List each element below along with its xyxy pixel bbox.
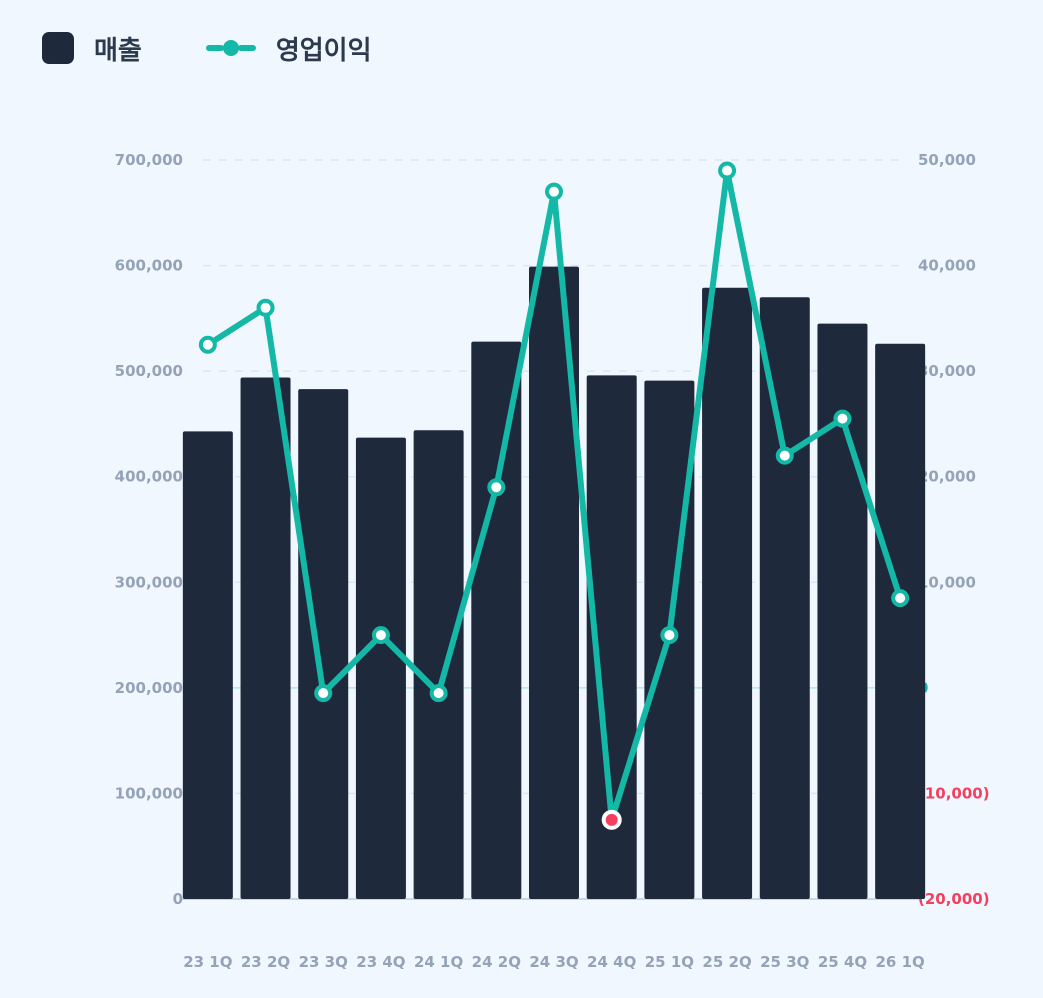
y-right-tick-label: (20,000) [918,890,990,908]
x-tick-label: 24 4Q [587,953,636,971]
y-right-tick-label: 10,000 [918,573,976,591]
revenue-bar [875,343,926,899]
operating-profit-point [256,298,275,317]
operating-profit-point [718,161,737,180]
y-left-tick-label: 300,000 [115,573,183,591]
line-swatch-icon [205,38,256,58]
legend-item-operating-profit[interactable]: 영업이익 [205,30,372,67]
x-tick-label: 25 2Q [702,953,751,971]
revenue-bar [759,297,810,899]
chart-legend: 매출 영업이익 [42,28,372,68]
operating-profit-point [545,182,563,201]
x-tick-label: 26 1Q [876,953,925,971]
legend-label-operating-profit: 영업이익 [275,35,372,66]
operating-profit-point [487,478,506,497]
revenue-bar [240,377,291,899]
x-tick-label: 23 4Q [356,953,405,971]
legend-item-revenue[interactable]: 매출 [42,30,142,67]
operating-profit-point [891,589,910,608]
y-right-tick-label: 30,000 [918,362,976,380]
revenue-bar [586,375,637,899]
revenue-bar [702,287,753,899]
legend-label-revenue: 매출 [94,35,142,66]
bar-swatch-icon [42,32,74,64]
x-tick-label: 25 1Q [645,953,694,971]
x-tick-label: 24 2Q [472,953,521,971]
y-left-tick-label: 200,000 [115,679,183,697]
revenue-bar [182,431,233,899]
revenue-bar [413,430,464,899]
x-tick-label: 23 1Q [183,953,232,971]
y-left-tick-label: 600,000 [115,257,183,275]
x-tick-label: 23 2Q [241,953,290,971]
y-left-tick-label: 100,000 [115,784,183,802]
operating-profit-point [660,626,679,645]
operating-profit-point [371,626,390,645]
y-right-tick-label: 20,000 [918,468,976,486]
y-left-tick-label: 400,000 [115,468,183,486]
revenue-bar [471,341,522,899]
y-left-tick-label: 500,000 [115,362,183,380]
y-left-tick-label: 0 [173,890,183,908]
operating-profit-point [314,684,333,703]
x-tick-label: 25 3Q [760,953,809,971]
x-tick-label: 24 3Q [529,953,578,971]
y-right-tick-label: 40,000 [918,257,976,275]
operating-profit-point-negative [601,809,622,830]
y-right-tick-label: (10,000) [918,784,990,802]
operating-profit-point [429,684,448,703]
x-tick-label: 25 4Q [818,953,867,971]
revenue-bar [817,323,868,899]
revenue-bar [355,437,406,899]
operating-profit-point [198,335,217,354]
x-tick-label: 23 3Q [299,953,348,971]
x-tick-label: 24 1Q [414,953,463,971]
revenue-bar [529,266,579,899]
y-right-tick-label: 50,000 [918,151,976,169]
revenue-bar [298,389,349,899]
operating-profit-point [775,446,794,465]
operating-profit-point [833,409,852,428]
y-left-tick-label: 700,000 [115,151,183,169]
